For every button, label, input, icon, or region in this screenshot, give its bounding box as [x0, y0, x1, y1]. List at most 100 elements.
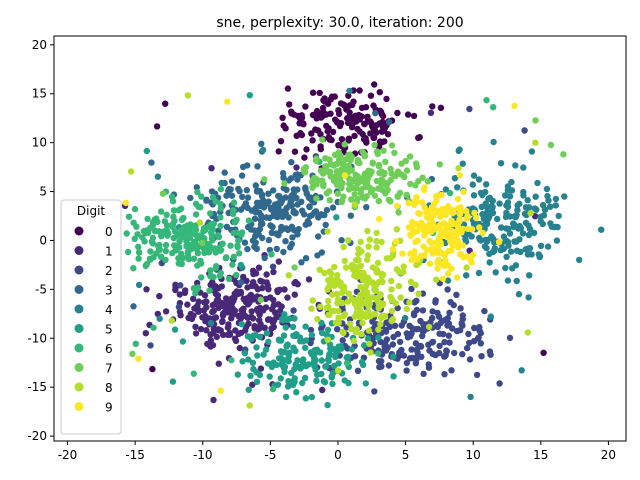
data-point-digit-7: [382, 158, 389, 165]
data-point-digit-6: [207, 210, 214, 217]
data-point-digit-2: [436, 342, 443, 350]
data-point-digit-4: [508, 178, 515, 186]
data-point-digit-9: [454, 195, 462, 203]
data-point-digit-6: [170, 234, 177, 242]
data-point-digit-4: [456, 146, 463, 153]
data-point-digit-4: [489, 203, 496, 211]
data-point-digit-1: [181, 289, 189, 296]
data-point-digit-3: [265, 236, 273, 244]
data-point-digit-7: [348, 196, 355, 203]
data-point-digit-5: [318, 370, 325, 378]
data-point-digit-1: [162, 308, 170, 315]
data-point-digit-4: [511, 221, 518, 228]
data-point-digit-3: [221, 169, 228, 176]
data-point-digit-4: [504, 183, 512, 190]
data-point-digit-1: [184, 301, 191, 308]
data-point-digit-1: [203, 327, 210, 334]
data-point-digit-8: [341, 257, 348, 265]
data-point-digit-2: [417, 317, 424, 325]
data-point-digit-8: [377, 300, 384, 307]
legend-marker-digit-0: [74, 226, 84, 236]
data-point-digit-1: [254, 306, 261, 313]
data-point-digit-7: [326, 156, 333, 163]
y-tick-label: 0: [39, 233, 47, 247]
data-point-digit-8: [524, 329, 531, 336]
data-point-digit-3: [321, 211, 328, 219]
data-point-digit-0: [317, 143, 324, 150]
x-tick-label: -5: [264, 448, 276, 462]
data-point-digit-9: [420, 243, 427, 250]
data-point-digit-7: [413, 160, 420, 167]
data-point-digit-7: [380, 147, 387, 154]
data-point-digit-6: [183, 237, 190, 245]
data-point-digit-0: [354, 125, 361, 133]
data-point-digit-6: [175, 260, 182, 267]
data-point-digit-2: [496, 380, 503, 387]
data-point-digit-9: [452, 240, 459, 247]
data-point-digit-5: [171, 326, 179, 333]
data-point-digit-3: [187, 194, 194, 202]
data-point-digit-3: [283, 186, 290, 193]
data-point-digit-3: [254, 229, 261, 236]
data-point-digit-4: [489, 209, 497, 217]
x-tick-label: 0: [334, 448, 342, 462]
data-point-digit-9: [445, 270, 452, 277]
data-point-digit-4: [515, 291, 523, 298]
data-point-digit-2: [447, 298, 454, 306]
data-point-digit-0: [316, 89, 323, 97]
data-point-digit-2: [444, 322, 451, 329]
data-point-digit-5: [266, 373, 273, 380]
data-point-digit-7: [361, 153, 369, 160]
data-point-digit-7: [359, 194, 366, 201]
data-point-digit-3: [302, 255, 310, 262]
data-point-digit-7: [371, 192, 379, 199]
data-point-digit-6: [374, 350, 382, 357]
data-point-digit-9: [453, 274, 461, 281]
data-point-digit-0: [367, 92, 375, 99]
data-point-digit-1: [208, 165, 215, 172]
data-point-digit-3: [244, 204, 251, 211]
data-point-digit-3: [322, 221, 329, 229]
data-point-digit-8: [335, 307, 342, 315]
data-point-digit-5: [317, 349, 324, 356]
data-point-digit-2: [466, 105, 473, 113]
data-point-digit-1: [231, 335, 239, 342]
data-point-digit-6: [194, 188, 201, 196]
data-point-digit-1: [203, 298, 210, 305]
data-point-digit-5: [302, 344, 309, 351]
data-point-digit-7: [341, 162, 348, 170]
data-point-digit-2: [403, 359, 411, 367]
data-point-digit-5: [239, 358, 246, 365]
data-point-digit-9: [434, 265, 441, 272]
data-point-digit-5: [234, 371, 241, 378]
data-point-digit-0: [312, 126, 319, 133]
data-point-digit-5: [291, 375, 298, 382]
data-point-digit-3: [299, 207, 306, 214]
data-point-digit-7: [376, 169, 383, 177]
data-point-digit-4: [511, 238, 518, 245]
data-point-digit-6: [150, 254, 157, 261]
data-point-digit-1: [263, 271, 270, 278]
data-point-digit-4: [156, 315, 163, 322]
data-point-digit-0: [404, 111, 412, 118]
data-point-digit-5: [299, 363, 306, 370]
data-point-digit-6: [144, 229, 152, 236]
data-point-digit-8: [388, 307, 396, 315]
data-point-digit-7: [333, 160, 340, 168]
data-point-digit-6: [217, 185, 225, 193]
data-point-digit-4: [489, 235, 497, 243]
data-point-digit-5: [375, 334, 382, 341]
data-point-digit-1: [213, 297, 221, 304]
data-point-digit-9: [410, 251, 417, 259]
data-point-digit-4: [525, 231, 533, 239]
data-point-digit-4: [497, 247, 504, 254]
data-point-digit-6: [230, 207, 237, 214]
data-point-digit-9: [434, 260, 441, 267]
data-point-digit-1: [203, 304, 210, 311]
data-point-digit-8: [168, 317, 175, 324]
data-point-digit-6: [184, 249, 192, 256]
y-axis: -20 -15 -10 -5 0 5 10 15 20: [27, 38, 54, 443]
data-point-digit-6: [192, 200, 200, 207]
data-point-digit-4: [515, 225, 522, 232]
data-point-digit-3: [239, 193, 246, 201]
